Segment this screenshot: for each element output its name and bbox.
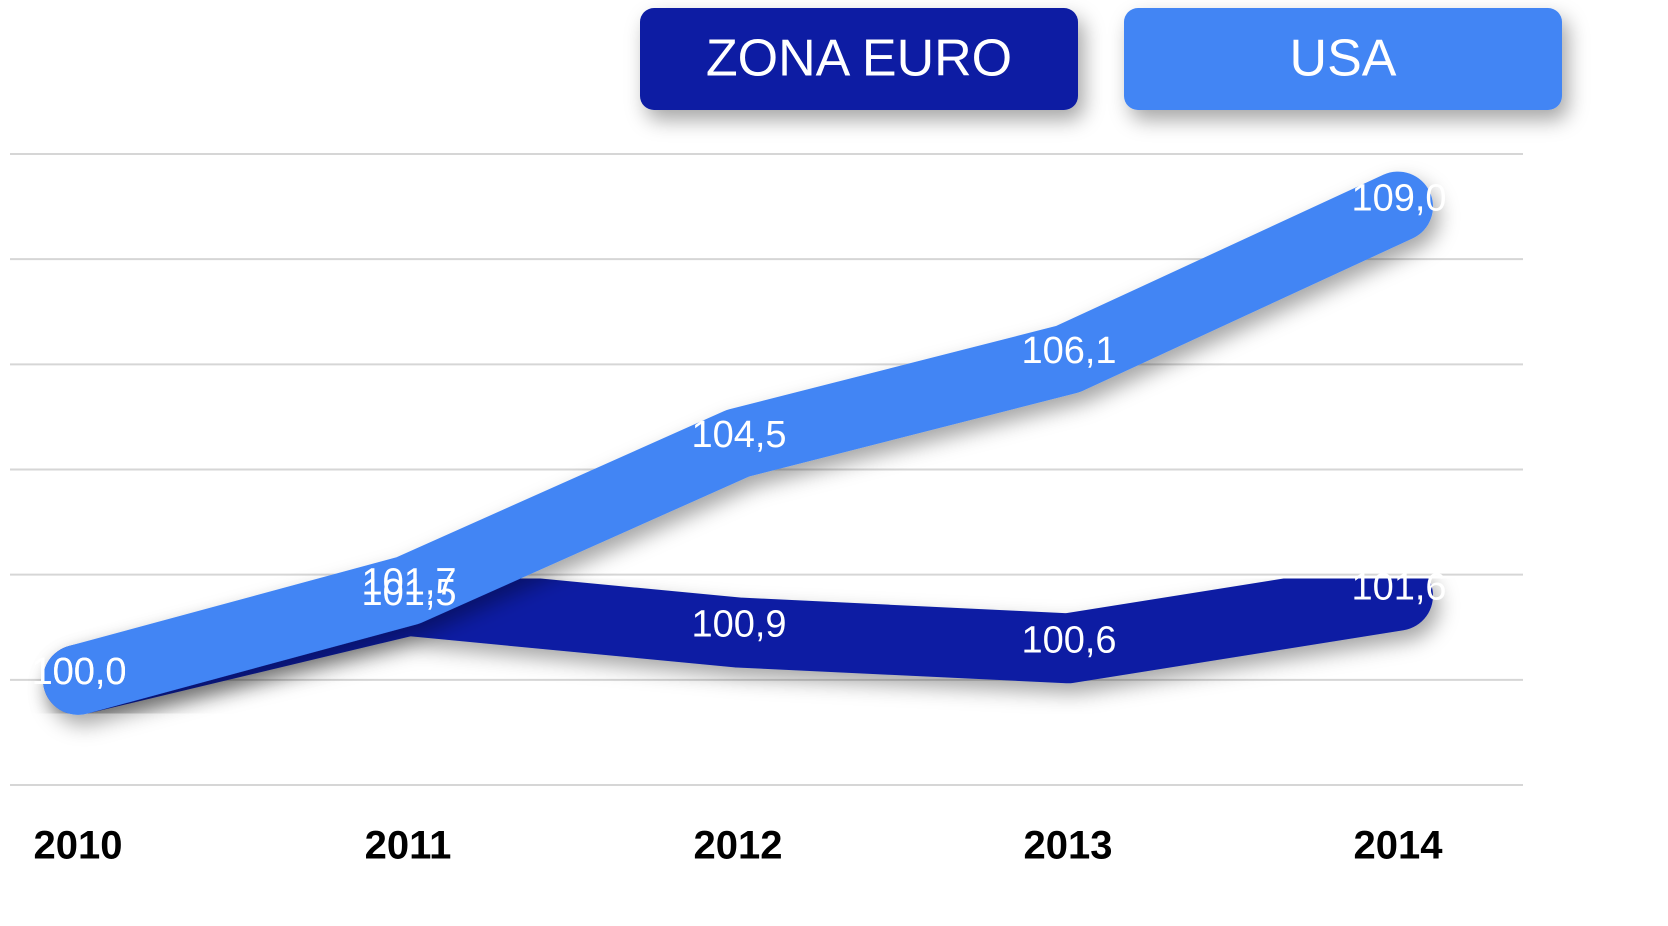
x-tick-label: 2014 xyxy=(1354,824,1444,868)
legend-label: ZONA EURO xyxy=(706,30,1012,88)
data-label: 104,5 xyxy=(691,414,786,456)
data-label: 100,0 xyxy=(31,651,126,693)
data-label: 101,6 xyxy=(1351,567,1446,609)
data-label: 100,0 xyxy=(31,651,126,693)
legend-box xyxy=(640,8,1078,110)
x-tick-label: 2011 xyxy=(365,824,452,868)
data-label: 100,9 xyxy=(691,604,786,646)
x-tick-label: 2012 xyxy=(694,824,783,868)
data-label: 101,7 xyxy=(361,561,456,603)
data-label: 106,1 xyxy=(1021,330,1116,372)
legend-box xyxy=(1124,8,1562,110)
x-tick-label: 2013 xyxy=(1024,824,1113,868)
data-label: 109,0 xyxy=(1351,178,1446,220)
data-label: 101,5 xyxy=(361,572,456,614)
legend-label: USA xyxy=(1290,30,1397,88)
series-line xyxy=(43,171,1433,715)
x-tick-label: 2010 xyxy=(34,824,123,868)
data-label: 100,6 xyxy=(1021,619,1116,661)
